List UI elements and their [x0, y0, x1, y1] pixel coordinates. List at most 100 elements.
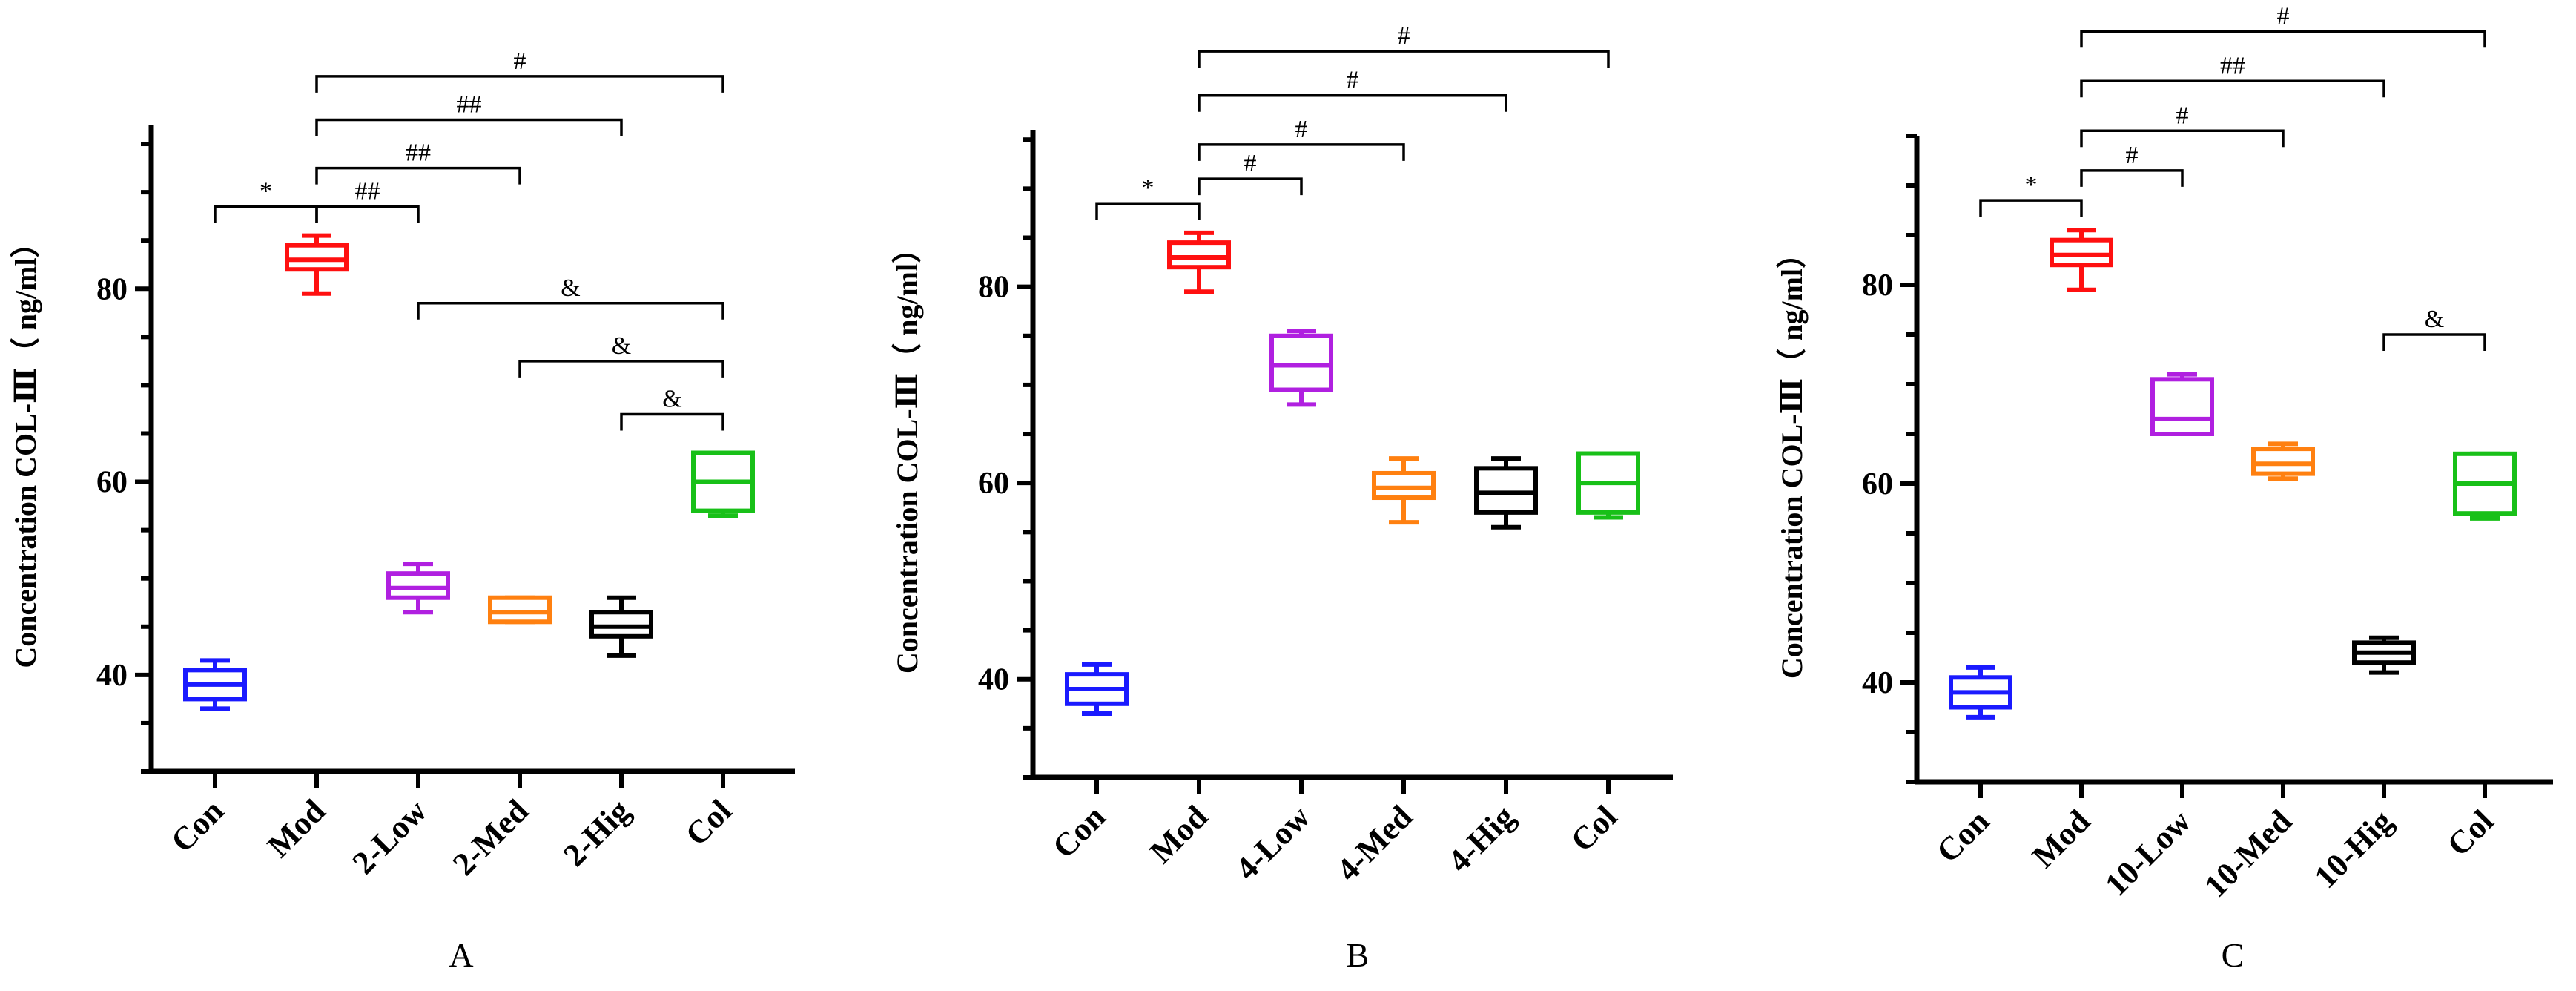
- bracket-line: [315, 166, 521, 185]
- box-col: [691, 450, 755, 518]
- bracket-line: [620, 412, 724, 431]
- bracket-line: [315, 205, 420, 223]
- significance-bracket: #: [2080, 102, 2285, 148]
- significance-bracket: ##: [315, 178, 420, 223]
- box-mod: [285, 233, 349, 296]
- significance-label: &: [612, 332, 631, 360]
- y-tick-label: 60: [978, 467, 1009, 501]
- box-4-hig: [1474, 456, 1538, 530]
- significance-bracket: *: [1095, 174, 1201, 220]
- bracket-line: [214, 205, 318, 223]
- significance-label: #: [1244, 150, 1257, 177]
- significance-label: &: [561, 274, 580, 302]
- x-tick-label: Mod: [2025, 803, 2097, 875]
- x-tick-label: 10-Low: [2098, 803, 2198, 903]
- box-con: [1949, 665, 2012, 720]
- x-tick-label: 4-Med: [1330, 798, 1419, 888]
- significance-bracket: ##: [315, 139, 521, 185]
- significance-bracket: #: [1198, 67, 1507, 112]
- y-tick-label: 40: [96, 659, 128, 693]
- x-tick-label: 2-Low: [346, 792, 435, 881]
- significance-bracket: &: [2382, 306, 2486, 351]
- box-2-hig: [589, 595, 653, 658]
- bracket-line: [2080, 129, 2285, 148]
- box-10-med: [2251, 441, 2315, 481]
- x-tick-label: Mod: [1143, 798, 1215, 870]
- significance-bracket: #: [1198, 116, 1405, 161]
- x-tick-label: Col: [1564, 798, 1624, 858]
- y-axis-label: Concentration COL-Ⅲ（ ng/ml）: [891, 234, 924, 674]
- bracket-line: [1198, 50, 1610, 68]
- box-iqr: [1372, 470, 1436, 501]
- bracket-line: [2080, 169, 2184, 187]
- significance-bracket: &: [620, 385, 724, 431]
- y-tick-label: 80: [96, 272, 128, 306]
- significance-label: #: [1347, 67, 1359, 94]
- x-tick-label: 2-Med: [446, 792, 535, 882]
- box-iqr: [2150, 377, 2214, 436]
- bracket-line: [1095, 202, 1201, 220]
- box-10-hig: [2352, 635, 2416, 675]
- y-tick-label: 40: [1862, 666, 1893, 700]
- bracket-line: [1979, 199, 2083, 217]
- significance-label: #: [2126, 142, 2139, 169]
- bracket-line: [2382, 333, 2486, 351]
- box-iqr: [386, 571, 450, 600]
- box-iqr: [285, 243, 349, 272]
- box-iqr: [2251, 447, 2315, 476]
- significance-label: ##: [406, 139, 431, 167]
- y-tick-label: 40: [978, 663, 1009, 697]
- significance-bracket: #: [2080, 142, 2184, 187]
- significance-label: ##: [355, 178, 380, 205]
- box-mod: [1167, 230, 1231, 294]
- significance-bracket: #: [2080, 2, 2486, 48]
- y-axis-label: Concentration COL-Ⅲ（ ng/ml）: [9, 228, 42, 668]
- significance-bracket: *: [214, 178, 318, 223]
- bracket-line: [315, 118, 623, 136]
- significance-bracket: *: [1979, 171, 2083, 217]
- y-tick-label: 60: [1862, 467, 1893, 501]
- significance-bracket: #: [315, 47, 724, 93]
- significance-bracket: ##: [315, 90, 623, 136]
- x-tick-label: 4-Low: [1229, 798, 1318, 887]
- box-iqr: [1269, 333, 1333, 392]
- box-2-med: [488, 595, 552, 625]
- bracket-line: [1198, 177, 1303, 196]
- bracket-line: [1198, 93, 1507, 112]
- bracket-line: [417, 302, 724, 320]
- box-iqr: [488, 595, 552, 625]
- significance-label: &: [2425, 306, 2444, 333]
- panel-label: A: [449, 936, 473, 974]
- significance-label: #: [1295, 116, 1308, 143]
- box-con: [1065, 662, 1129, 717]
- x-tick-label: 10-Hig: [2308, 803, 2400, 895]
- box-col: [1576, 451, 1640, 520]
- significance-bracket: ##: [2080, 52, 2385, 98]
- significance-bracket: #: [1198, 22, 1610, 68]
- box-4-low: [1269, 329, 1333, 407]
- box-4-med: [1372, 456, 1436, 525]
- y-tick-label: 60: [96, 466, 128, 500]
- significance-bracket: &: [518, 332, 724, 378]
- significance-bracket: #: [1198, 150, 1303, 196]
- bracket-line: [2080, 79, 2385, 98]
- box-10-low: [2150, 372, 2214, 436]
- panel-label: C: [2222, 936, 2245, 974]
- box-mod: [2050, 228, 2113, 292]
- significance-label: #: [2176, 102, 2189, 129]
- significance-label: &: [662, 385, 681, 412]
- significance-bracket: &: [417, 274, 724, 320]
- significance-label: *: [260, 178, 272, 205]
- panel-label: B: [1347, 936, 1370, 974]
- bracket-line: [518, 360, 724, 378]
- box-col: [2453, 451, 2517, 521]
- box-iqr: [1474, 466, 1538, 515]
- x-tick-label: Col: [2440, 803, 2500, 863]
- x-tick-label: Col: [678, 792, 739, 852]
- significance-label: *: [2025, 171, 2038, 199]
- x-tick-label: 4-Hig: [1441, 798, 1522, 879]
- y-axis-label: Concentration COL-Ⅲ（ ng/ml）: [1775, 239, 1809, 679]
